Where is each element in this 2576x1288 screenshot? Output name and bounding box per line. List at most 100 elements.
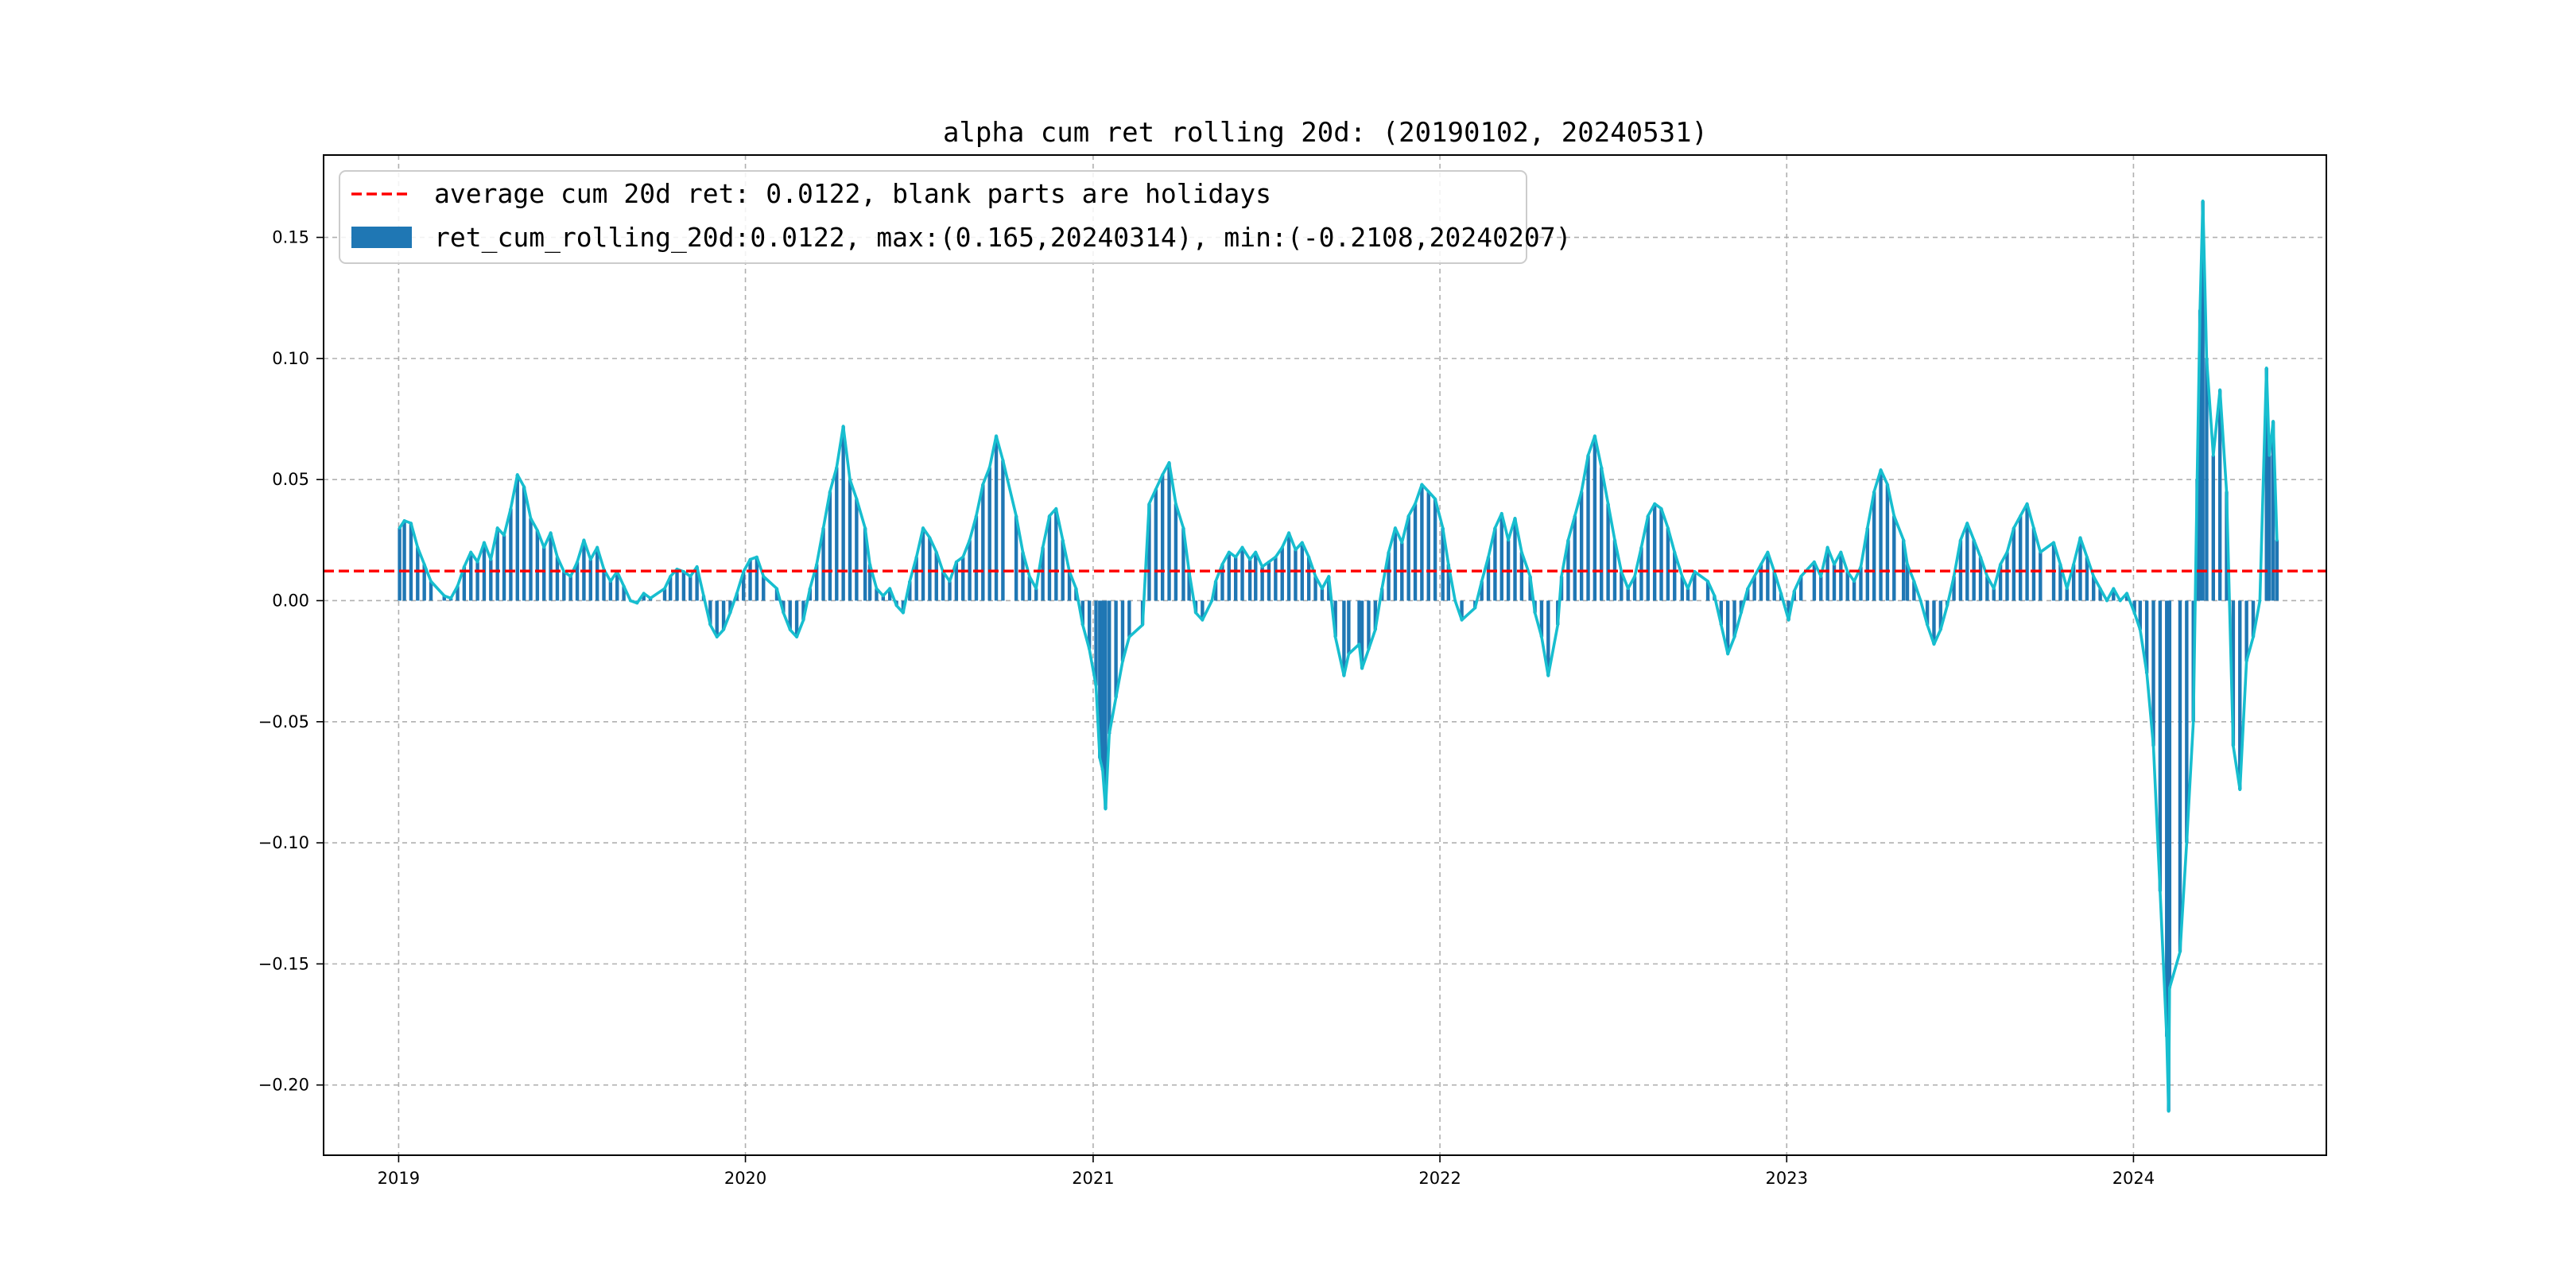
legend-box (339, 170, 1527, 264)
line-point (2132, 611, 2136, 615)
line-point (629, 599, 632, 603)
bar (2144, 600, 2149, 673)
line-point (1400, 541, 1404, 545)
bar (2092, 576, 2096, 601)
bar (502, 535, 506, 601)
line-point (2112, 587, 2116, 591)
line-point (1048, 514, 1051, 518)
line-point (2258, 599, 2262, 603)
bar (2205, 358, 2209, 601)
line-point (1653, 502, 1657, 506)
bar (456, 586, 460, 601)
line-point (1912, 580, 1916, 583)
bar (1905, 564, 1910, 601)
bar (1347, 600, 1351, 654)
line-point (1580, 490, 1584, 494)
line-point (1387, 550, 1391, 554)
line-point (1732, 635, 1736, 639)
line-point (1833, 562, 1836, 566)
line-point (2098, 587, 2102, 591)
bar (2211, 455, 2215, 601)
bar (1294, 549, 1298, 601)
line-point (1210, 599, 1214, 603)
line-point (1034, 587, 1038, 591)
bar (1965, 522, 1969, 601)
line-point (2271, 420, 2275, 423)
bar (1646, 515, 1650, 601)
bar (1167, 462, 1171, 601)
line-point (456, 584, 460, 588)
chart-title: alpha cum ret rolling 20d: (20190102, 20… (943, 117, 1708, 149)
bar (1680, 576, 1685, 601)
bar (774, 588, 779, 601)
line-point (1952, 575, 1956, 578)
x-tick-label: 2021 (1072, 1169, 1114, 1188)
line-point (1307, 555, 1311, 559)
bar (1460, 600, 1464, 620)
line-point (1493, 526, 1497, 530)
bar (928, 537, 932, 601)
legend: average cum 20d ret: 0.0122, blank parts… (339, 170, 1571, 264)
line-point (1633, 575, 1636, 578)
line-point (1918, 599, 1922, 603)
line-point (1174, 502, 1177, 506)
line-point (981, 483, 985, 487)
line-point (1872, 490, 1876, 494)
bar (2167, 600, 2172, 988)
line-point (1566, 538, 1570, 542)
line-point (556, 555, 559, 559)
line-point (582, 538, 586, 542)
bar (549, 533, 553, 601)
line-point (2025, 502, 2029, 506)
line-point (1194, 611, 1197, 615)
bar (1260, 566, 1264, 601)
line-point (775, 587, 778, 591)
line-point (755, 555, 758, 559)
line-point (921, 526, 925, 530)
line-point (1586, 453, 1590, 457)
bar (475, 561, 479, 601)
bar (1620, 571, 1624, 601)
bar (429, 581, 433, 601)
bar (788, 600, 792, 630)
bar (1387, 552, 1391, 601)
bar (814, 564, 819, 601)
line-point (1528, 575, 1532, 578)
line-point (948, 580, 952, 583)
line-point (1453, 599, 1457, 603)
bar (622, 586, 626, 601)
bar (1739, 600, 1744, 613)
line-point (821, 526, 825, 530)
x-axis: 2019 2020 2021 2022 2023 2024 (378, 1155, 2155, 1188)
bar (535, 530, 540, 601)
bar (961, 557, 965, 601)
x-tick-label: 2020 (724, 1169, 766, 1188)
line-point (2191, 720, 2195, 724)
bar (1912, 581, 1916, 601)
bar (555, 557, 560, 601)
bar (562, 571, 566, 601)
bar (2271, 421, 2275, 601)
x-tick-label: 2024 (2112, 1169, 2155, 1188)
bar (867, 564, 872, 601)
bar (1673, 552, 1677, 601)
bar (602, 568, 606, 601)
line-point (2195, 478, 2199, 482)
line-point (2078, 536, 2082, 540)
line-point (2118, 599, 2122, 603)
bar (1852, 581, 1856, 601)
bar (2217, 390, 2222, 601)
bar (2085, 557, 2089, 601)
bar (921, 528, 925, 601)
bar (1486, 557, 1491, 601)
line-point (1201, 618, 1205, 622)
line-point (742, 570, 746, 573)
line-point (735, 592, 739, 596)
line-point (2218, 388, 2222, 392)
bar (1160, 475, 1165, 601)
bar (1120, 600, 1125, 661)
bar (1732, 600, 1736, 638)
line-point (1600, 466, 1604, 469)
bar (821, 528, 825, 601)
line-point (542, 545, 546, 549)
